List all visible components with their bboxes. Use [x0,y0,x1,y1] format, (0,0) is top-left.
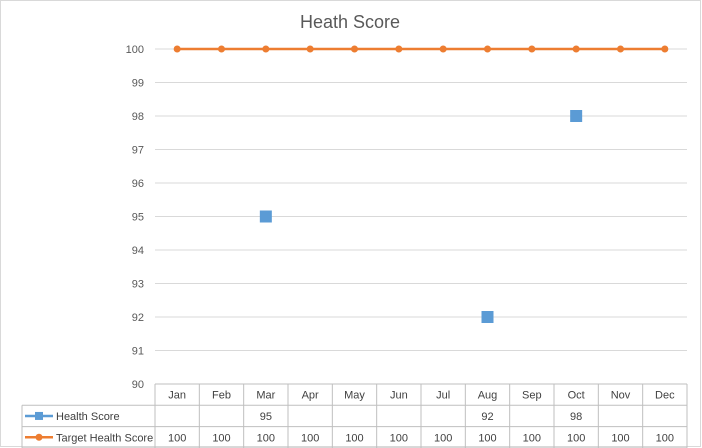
data-point [351,45,358,53]
table-cell-value: 98 [570,411,582,423]
table-cell-value: 100 [345,432,363,444]
table-cell-value: 100 [656,432,674,444]
y-tick-label: 98 [132,111,144,123]
x-tick-label: Dec [655,390,675,402]
data-point [617,45,624,53]
y-tick-label: 90 [132,379,144,391]
x-tick-label: Apr [302,390,319,402]
legend-marker [35,411,43,420]
data-point [439,45,447,53]
series-group [173,45,669,53]
data-point [259,210,272,223]
table-cell-value: 100 [257,432,275,444]
x-tick-label: May [344,390,365,402]
table-cell-value: 100 [390,432,408,444]
x-tick-label: Jan [168,390,186,402]
data-point [661,45,669,53]
x-tick-label: Jul [436,390,450,402]
data-point [218,45,225,53]
x-tick-label: Feb [212,390,231,402]
series-group [259,110,583,323]
table-cell-value: 100 [212,432,230,444]
table-cell-value: 100 [523,432,541,444]
data-point [306,45,314,53]
x-tick-label: Oct [568,390,585,402]
table-cell-value: 100 [478,432,496,444]
x-tick-label: Aug [478,390,498,402]
table-cell-value: 100 [567,432,585,444]
legend-marker [35,433,43,441]
data-point [395,45,403,53]
data-point [173,45,181,53]
data-point [481,311,494,323]
x-tick-label: Jun [390,390,408,402]
table-cell-value: 100 [301,432,319,444]
table-cell-value: 95 [260,411,272,423]
table-cell-value: 100 [611,432,629,444]
data-table: Jan Feb Mar Apr May Jun Jul Aug Sep Oct Nov Dec Heal… [21,383,688,448]
table-cell-value: 100 [434,432,452,444]
data-point [484,45,491,53]
x-tick-label: Sep [522,390,542,402]
y-tick-label: 95 [132,212,144,224]
y-tick-label: 94 [132,245,144,257]
gridlines [155,48,687,351]
y-tick-label: 97 [132,145,144,157]
table-cell-value: 100 [168,432,186,444]
legend-entry: Target Health Score [25,432,153,444]
chart-title: Heath Score [300,12,400,32]
y-tick-label: 92 [132,312,144,324]
series-layer [173,45,669,323]
y-tick-label: 93 [132,279,144,291]
legend-entry: Health Score [25,411,120,423]
y-tick-label: 91 [132,346,144,358]
data-point [262,45,270,53]
data-point [570,110,583,122]
table-cell-value: 92 [481,411,493,423]
legend-label: Target Health Score [56,432,153,444]
y-axis-ticks: 90 91 92 93 94 95 96 97 98 99 100 [126,44,144,391]
y-tick-label: 100 [126,44,144,56]
x-tick-label: Nov [611,390,631,402]
data-point [572,45,580,53]
legend-label: Health Score [56,411,120,423]
y-tick-label: 99 [132,78,144,90]
data-point [528,45,536,53]
x-tick-label: Mar [256,390,275,402]
y-tick-label: 96 [132,178,144,190]
